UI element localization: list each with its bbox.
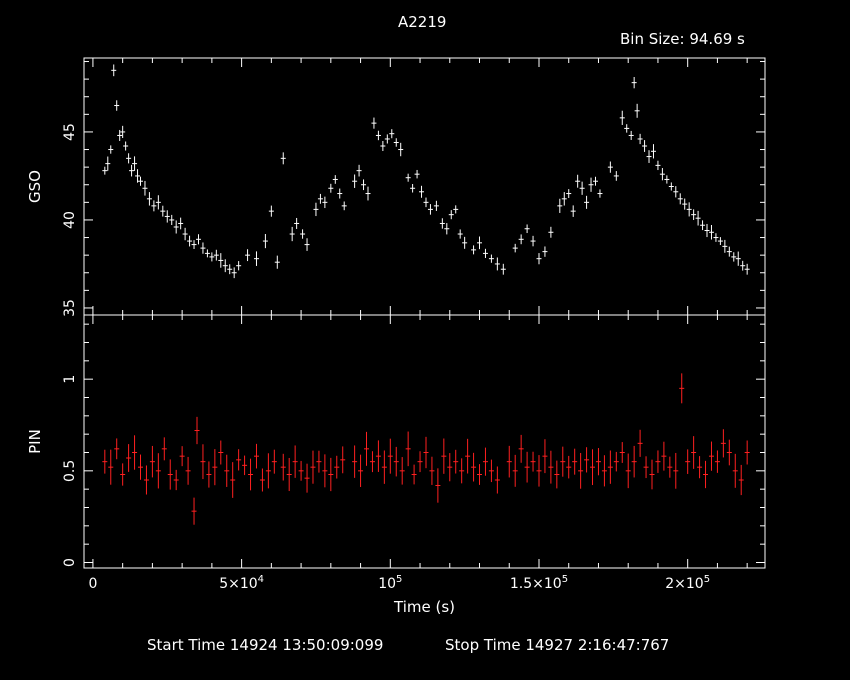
- y-tick-label: 40: [62, 211, 78, 229]
- x-tick-label: 0: [88, 576, 97, 592]
- x-tick-exponent: 4: [258, 574, 264, 585]
- y-tick-label: 0: [62, 558, 78, 567]
- x-tick-exponent: 5: [704, 574, 710, 585]
- x-tick-label: 1.5×105: [510, 574, 568, 592]
- bin-size-label: Bin Size: 94.69 s: [620, 30, 745, 48]
- chart-title: A2219: [398, 13, 447, 31]
- y-tick-label: 35: [62, 299, 78, 317]
- y-tick-label: 0.5: [62, 460, 78, 482]
- x-tick-label: 2×105: [665, 574, 710, 592]
- start-time-label: Start Time 14924 13:50:09:099: [147, 636, 384, 654]
- x-axis-label: Time (s): [393, 598, 455, 616]
- panel-frame-pin: [83, 314, 766, 569]
- stop-time-label: Stop Time 14927 2:16:47:767: [445, 636, 670, 654]
- x-tick-exponent: 5: [396, 574, 402, 585]
- y-tick-label: 1: [62, 375, 78, 384]
- y-axis-label-gso: GSO: [26, 170, 44, 203]
- x-tick-label: 5×104: [219, 574, 264, 592]
- y-tick-label: 45: [62, 123, 78, 141]
- x-tick-exponent: 5: [562, 574, 568, 585]
- y-axis-label-pin: PIN: [26, 429, 44, 454]
- panel-frame-gso: [83, 57, 766, 316]
- x-tick-label: 105: [378, 574, 402, 592]
